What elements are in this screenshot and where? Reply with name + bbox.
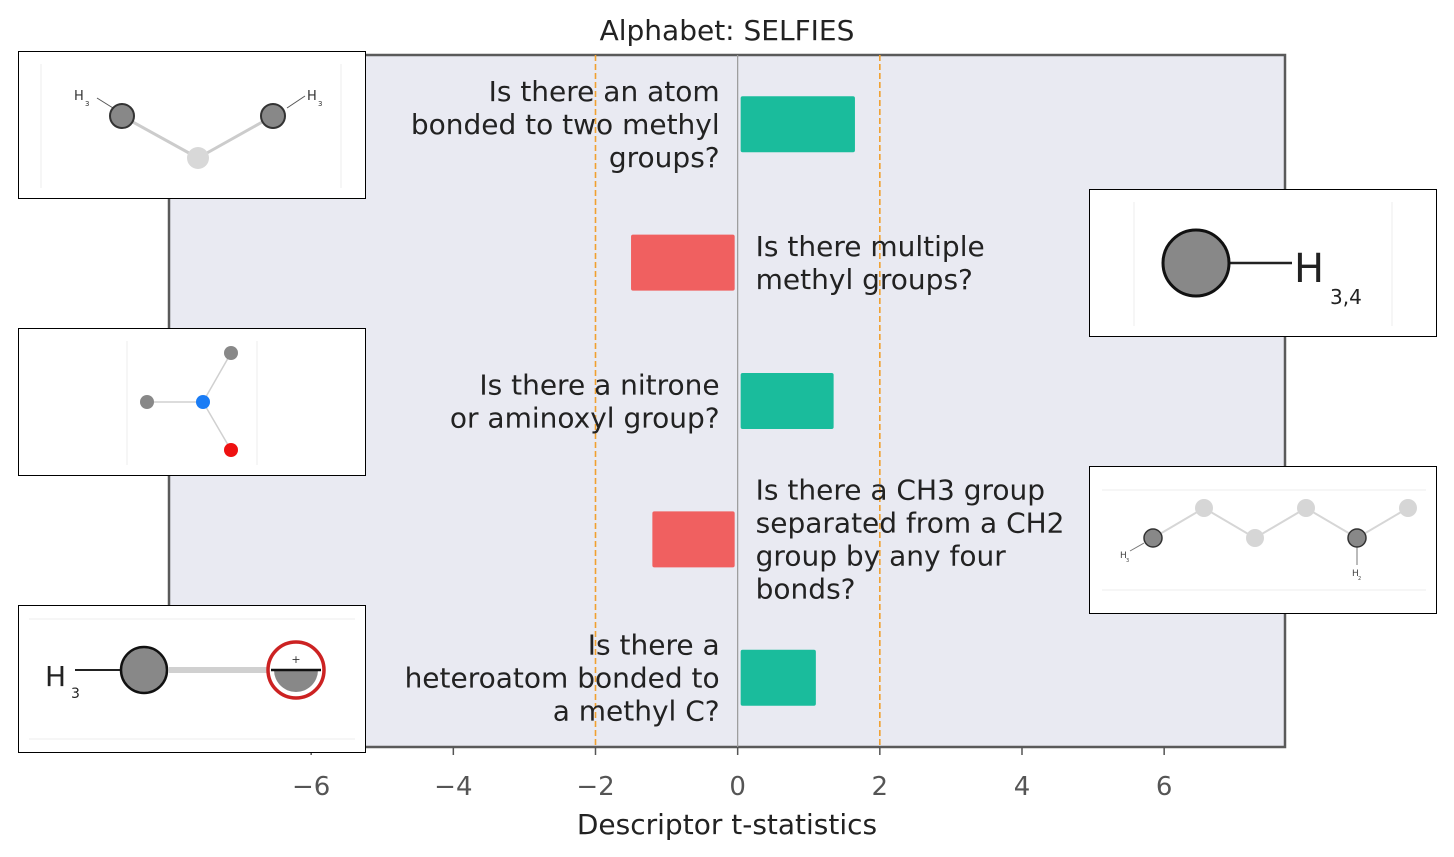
- atom-subscript: 3: [85, 100, 89, 108]
- bar-label: Is there a nitrone or aminoxyl group?: [450, 368, 720, 434]
- carbon-atom: [1297, 499, 1315, 517]
- atom-subscript: 3: [71, 686, 80, 702]
- x-tick-label: 2: [872, 772, 889, 802]
- x-tick-label: −6: [292, 772, 330, 802]
- carbon-atom: [1399, 499, 1417, 517]
- bars: [631, 96, 855, 706]
- x-tick-label: 0: [729, 772, 746, 802]
- structure-inset-nitrone: [18, 328, 366, 476]
- bar-label: Is there a CH3 group separated from a CH2…: [756, 474, 1065, 606]
- charge-label: +: [291, 653, 300, 666]
- carbon-atom: [224, 346, 238, 360]
- methyl-carbon-atom: [1143, 528, 1163, 548]
- central-atom: [187, 147, 209, 169]
- oxygen-atom: [224, 443, 238, 457]
- carbon-atom: [1246, 529, 1264, 547]
- atom-subscript: 3: [1126, 558, 1129, 564]
- atom-subscript: 3: [318, 100, 322, 108]
- structure-inset-heteroatom: + H 3: [18, 605, 366, 753]
- atom-label: H: [307, 89, 317, 104]
- methyl-carbon-atom: [260, 103, 286, 129]
- x-tick-label: 6: [1156, 772, 1173, 802]
- bar: [631, 234, 735, 291]
- carbon-atom: [1195, 499, 1213, 517]
- methylene-carbon-atom: [1347, 528, 1367, 548]
- structure-inset-ch3-ch2: H 3 H 2: [1089, 466, 1437, 614]
- molecule-drawing: H 3 H 3: [40, 64, 342, 188]
- chart-title: Alphabet: SELFIES: [600, 14, 855, 47]
- x-axis-label: Descriptor t-statistics: [577, 808, 877, 841]
- reference-lines: [594, 55, 881, 747]
- bar-labels: Is there an atom bonded to two methyl grou…: [405, 75, 1065, 728]
- bar: [652, 511, 735, 568]
- atom-label: H: [74, 89, 84, 104]
- methyl-carbon-atom: [109, 103, 135, 129]
- atom-label: H: [45, 660, 66, 693]
- x-tick-label: 4: [1014, 772, 1031, 802]
- atom-label: H: [1352, 569, 1359, 579]
- molecule-drawing: + H 3: [29, 618, 355, 740]
- methyl-carbon-atom: [119, 645, 169, 695]
- bar: [740, 373, 834, 429]
- structure-inset-dimethyl: H 3 H 3: [18, 51, 366, 199]
- atom-label: H: [1294, 246, 1324, 292]
- methyl-carbon-atom: [1161, 228, 1231, 298]
- bar-label: Is there an atom bonded to two methyl grou…: [411, 75, 720, 174]
- carbon-atom: [140, 395, 154, 409]
- atom-subscript: 2: [1358, 576, 1361, 582]
- molecule-drawing: H 3,4: [1133, 202, 1393, 326]
- bar: [740, 96, 855, 153]
- x-tick-label: −2: [576, 772, 614, 802]
- x-axis-ticks: −6 −4 −2 0 2 4 6: [292, 747, 1172, 802]
- nitrogen-atom: [196, 395, 210, 409]
- atom-label: H: [1120, 551, 1127, 561]
- bar: [740, 649, 816, 706]
- molecule-drawing: H 3 H 2: [1102, 489, 1426, 591]
- x-tick-label: −4: [434, 772, 472, 802]
- bar-label: Is there multiple methyl groups?: [756, 230, 985, 296]
- atom-subscript: 3,4: [1330, 285, 1362, 309]
- bar-label: Is there a heteroatom bonded to a methyl C…: [405, 629, 720, 728]
- structure-inset-methyl: H 3,4: [1089, 189, 1437, 337]
- molecule-drawing: [126, 341, 258, 465]
